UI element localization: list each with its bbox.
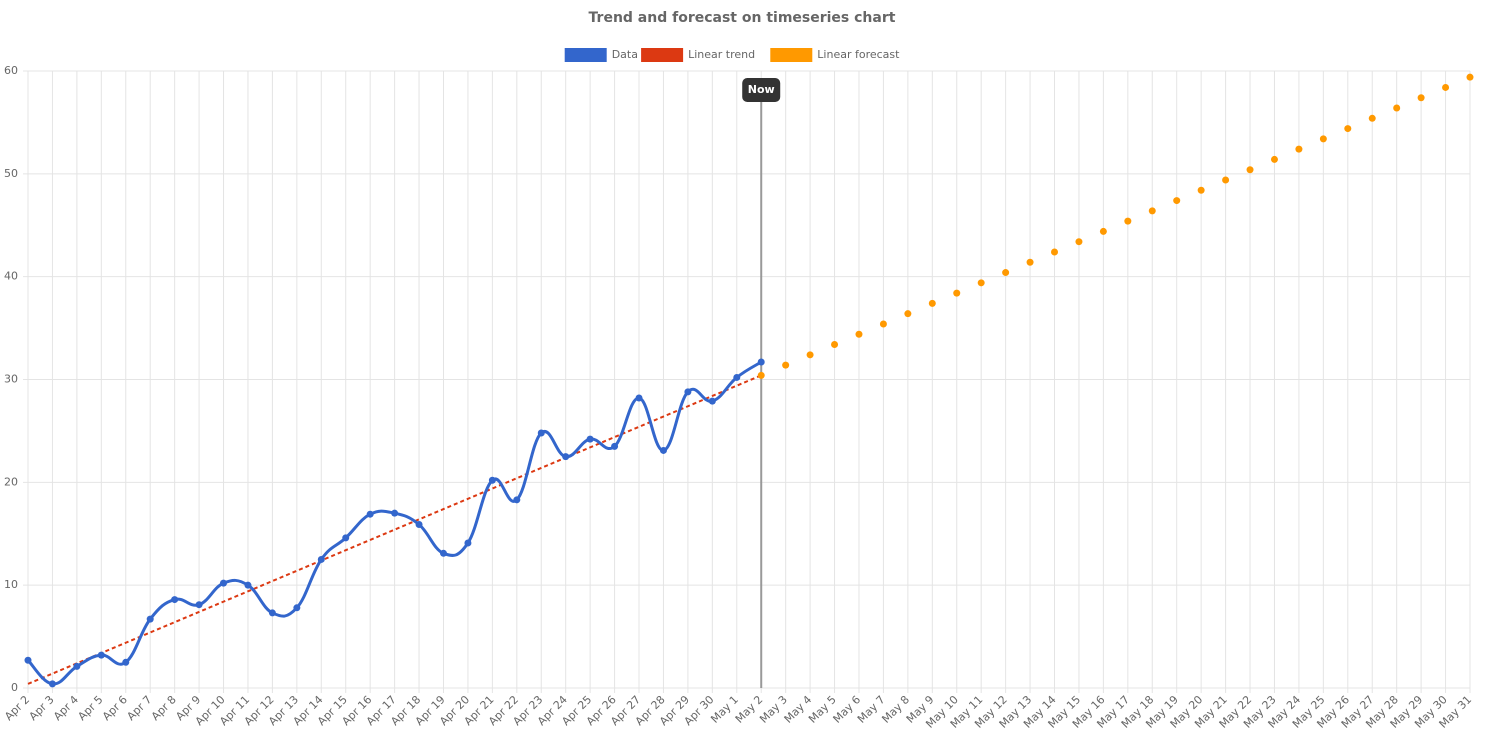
y-tick-label: 0: [11, 681, 18, 694]
data-point: [195, 601, 203, 609]
data-point: [611, 442, 619, 450]
y-tick-label: 30: [4, 373, 18, 386]
legend-swatch: [564, 48, 607, 62]
forecast-point: [953, 289, 961, 297]
data-point: [391, 509, 399, 517]
now-label: Now: [748, 83, 775, 96]
legend-swatch: [770, 48, 813, 62]
legend-label: Linear trend: [688, 48, 755, 61]
data-point: [342, 534, 350, 542]
forecast-point: [1319, 135, 1327, 143]
data-point: [293, 604, 301, 612]
legend-swatch: [641, 48, 684, 62]
forecast-point: [1270, 155, 1278, 163]
legend-label: Data: [612, 48, 638, 61]
data-point: [244, 581, 252, 589]
forecast-point: [1051, 248, 1059, 256]
y-tick-label: 40: [4, 270, 18, 283]
data-point: [366, 510, 374, 518]
data-point: [415, 520, 423, 528]
forecast-point: [1295, 145, 1303, 153]
data-point: [684, 388, 692, 396]
data-point: [464, 539, 472, 547]
data-point: [24, 656, 32, 664]
forecast-point: [1075, 238, 1083, 246]
data-point: [513, 496, 521, 504]
forecast-point: [1197, 186, 1205, 194]
data-point: [562, 453, 570, 461]
forecast-point: [1417, 94, 1425, 102]
legend-label: Linear forecast: [817, 48, 900, 61]
forecast-point: [977, 279, 985, 287]
data-point: [708, 397, 716, 405]
x-tick-label: Apr 7: [124, 693, 154, 723]
data-point: [268, 609, 276, 617]
data-point: [146, 615, 154, 623]
forecast-point: [1344, 125, 1352, 133]
forecast-point: [1002, 269, 1010, 277]
data-point: [635, 394, 643, 402]
data-point: [488, 476, 496, 484]
forecast-point: [1368, 114, 1376, 122]
y-tick-label: 20: [4, 475, 18, 488]
x-tick-label: Apr 4: [51, 693, 81, 723]
x-tick-label: Apr 6: [100, 693, 130, 723]
now-label-box: [742, 78, 781, 102]
forecast-point: [904, 310, 912, 318]
forecast-point: [1246, 166, 1254, 174]
forecast-point: [1099, 227, 1107, 235]
forecast-point: [1393, 104, 1401, 112]
data-point: [439, 549, 447, 557]
x-tick-label: Apr 2: [2, 693, 32, 723]
data-point: [73, 662, 81, 670]
data-point: [317, 555, 325, 563]
data-point: [733, 373, 741, 381]
y-tick-label: 10: [4, 578, 18, 591]
data-point: [659, 446, 667, 454]
forecast-point: [1026, 258, 1034, 266]
y-tick-label: 50: [4, 167, 18, 180]
forecast-point: [855, 330, 863, 338]
forecast-point: [1222, 176, 1230, 184]
data-point: [537, 429, 545, 437]
forecast-point: [928, 299, 936, 307]
forecast-point: [1442, 83, 1450, 91]
y-tick-label: 60: [4, 64, 18, 77]
data-point: [220, 579, 228, 587]
forecast-point: [782, 361, 790, 369]
x-tick-label: Apr 8: [149, 693, 179, 723]
forecast-point: [1173, 197, 1181, 205]
forecast-point: [1148, 207, 1156, 215]
forecast-point: [831, 341, 839, 349]
data-point: [586, 435, 594, 443]
data-point: [122, 658, 130, 666]
data-point: [757, 358, 765, 366]
chart-title: Trend and forecast on timeseries chart: [589, 10, 896, 26]
forecast-point: [757, 371, 765, 379]
forecast-point: [806, 351, 814, 359]
data-point: [171, 596, 179, 604]
x-tick-label: Apr 3: [27, 693, 57, 723]
data-point: [97, 651, 105, 659]
forecast-point: [1124, 217, 1132, 225]
data-point: [48, 680, 56, 688]
forecast-point: [1466, 73, 1474, 81]
forecast-point: [879, 320, 887, 328]
x-tick-label: Apr 5: [75, 693, 105, 723]
